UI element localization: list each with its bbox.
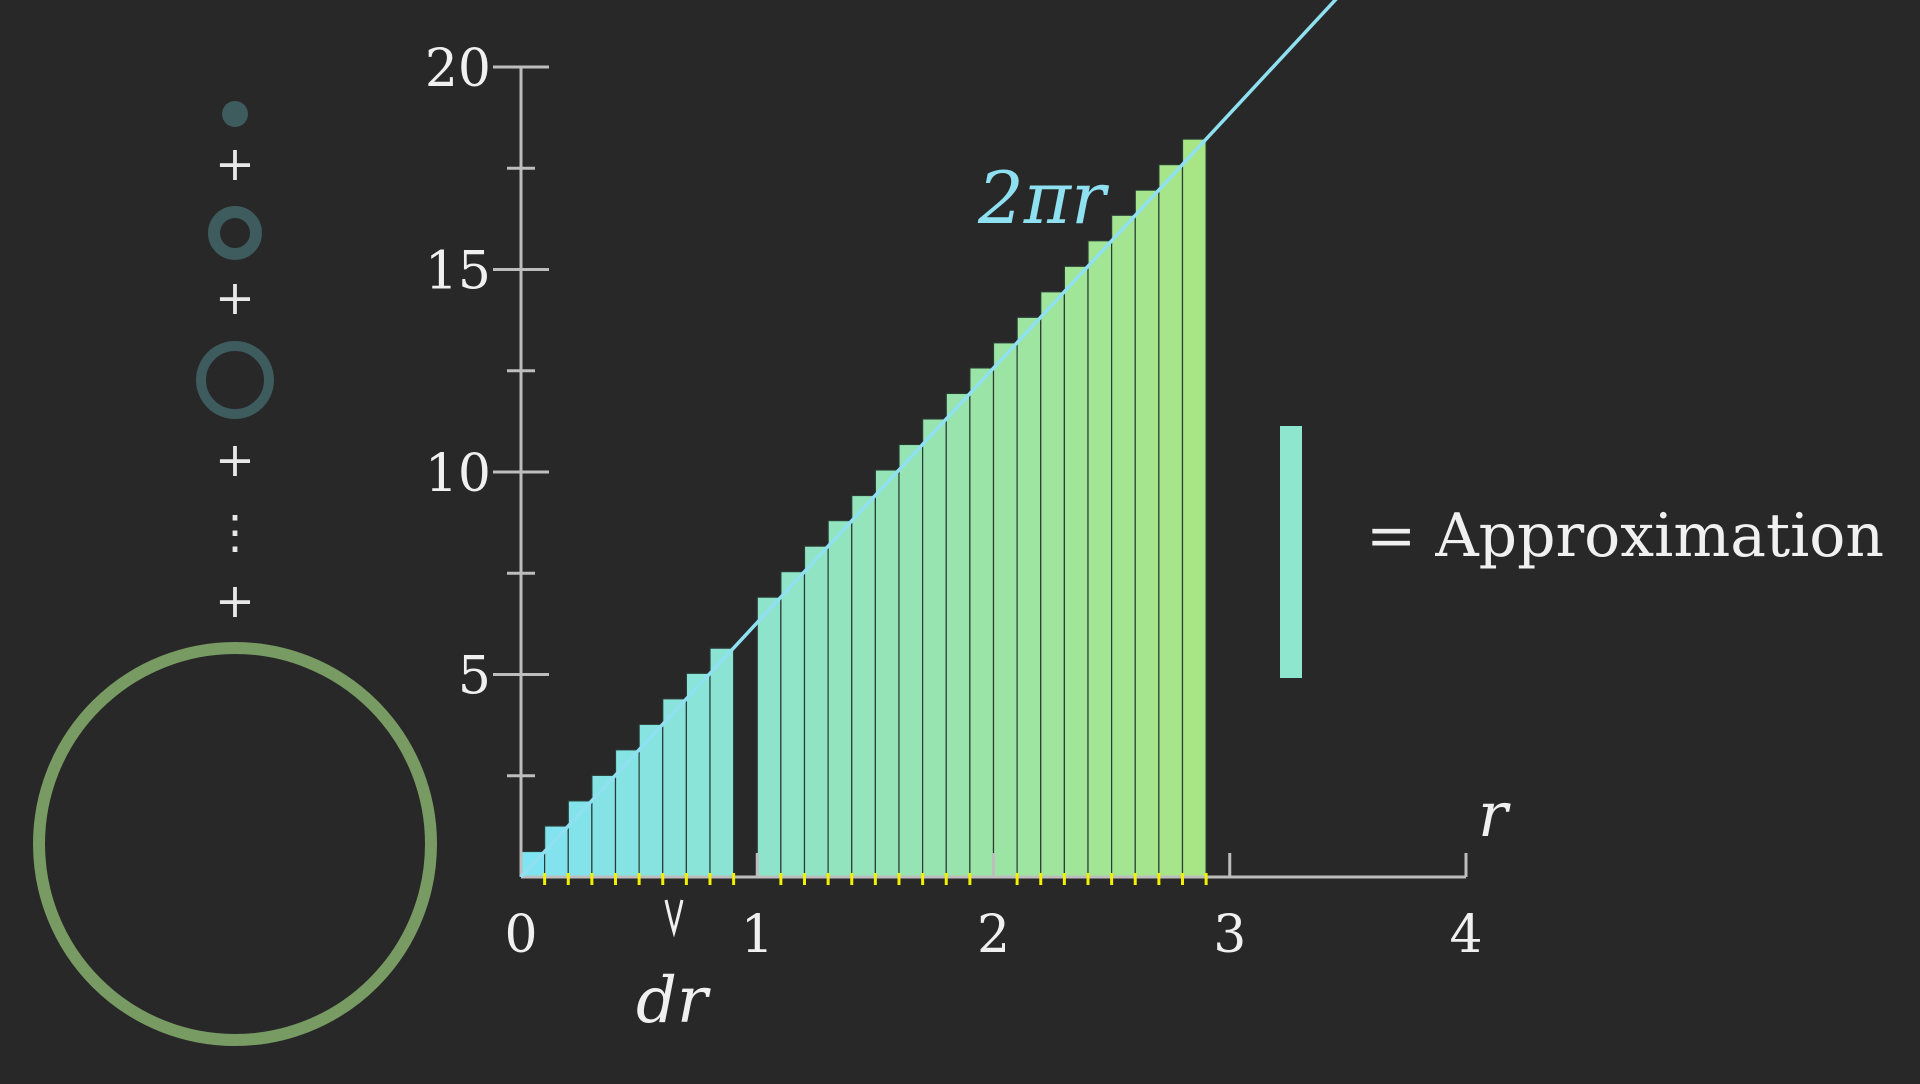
bar (662, 698, 687, 878)
x-tick-label: 3 (1213, 905, 1246, 965)
bars-group (520, 138, 1207, 878)
ring-sum-panel: + + + ⋮ + (33, 101, 437, 1046)
bar (591, 774, 617, 878)
x-tick-label: 4 (1449, 905, 1482, 965)
bar (874, 469, 900, 878)
bar (992, 342, 1018, 878)
bar (827, 519, 853, 878)
dr-brace (664, 899, 684, 938)
bar (851, 494, 876, 878)
y-tick-label: 20 (425, 39, 491, 99)
bar (685, 672, 711, 878)
dr-label: dr (636, 964, 711, 1038)
bar (1040, 291, 1065, 878)
y-tick-label: 5 (458, 647, 491, 707)
ring-small (208, 206, 262, 260)
bar (945, 392, 971, 878)
axes-group: 0 1 2 3 4 5 10 15 20 (425, 39, 1483, 965)
y-tick-label: 15 (425, 242, 491, 302)
curve-group (519, 0, 1338, 879)
curve-label: 2πr (977, 156, 1109, 240)
ring-dot (222, 101, 248, 127)
bar (922, 418, 947, 878)
plus-symbol-4: + (215, 573, 255, 629)
plus-symbol-1: + (215, 136, 255, 192)
x-tick-label: 0 (504, 905, 537, 965)
ring-medium (196, 341, 274, 419)
bar (544, 825, 569, 878)
x-tick-label: 2 (977, 905, 1010, 965)
bar (1111, 214, 1136, 878)
approximation-swatch (1280, 426, 1302, 678)
x-tick-label: 1 (741, 905, 774, 965)
bar (1016, 316, 1042, 878)
bar (1087, 240, 1113, 878)
plus-symbol-3: + (215, 432, 255, 488)
bar (969, 367, 995, 878)
series-line-2pi-r (519, 0, 1338, 879)
bar (709, 647, 735, 878)
bar (780, 571, 806, 878)
plus-symbol-2: + (215, 270, 255, 326)
big-circle (33, 642, 437, 1046)
bar (803, 545, 829, 878)
bar (1158, 164, 1184, 878)
dr-marks-group (543, 873, 1208, 885)
y-tick-label: 10 (425, 444, 491, 504)
bar (1063, 265, 1089, 878)
approximation-label: = Approximation (1366, 501, 1884, 571)
bar (1134, 189, 1160, 878)
bar (1181, 138, 1207, 878)
x-axis-label: r (1478, 778, 1511, 851)
bar (898, 443, 924, 878)
vdots-symbol: ⋮ (212, 505, 258, 559)
bar (756, 596, 782, 878)
